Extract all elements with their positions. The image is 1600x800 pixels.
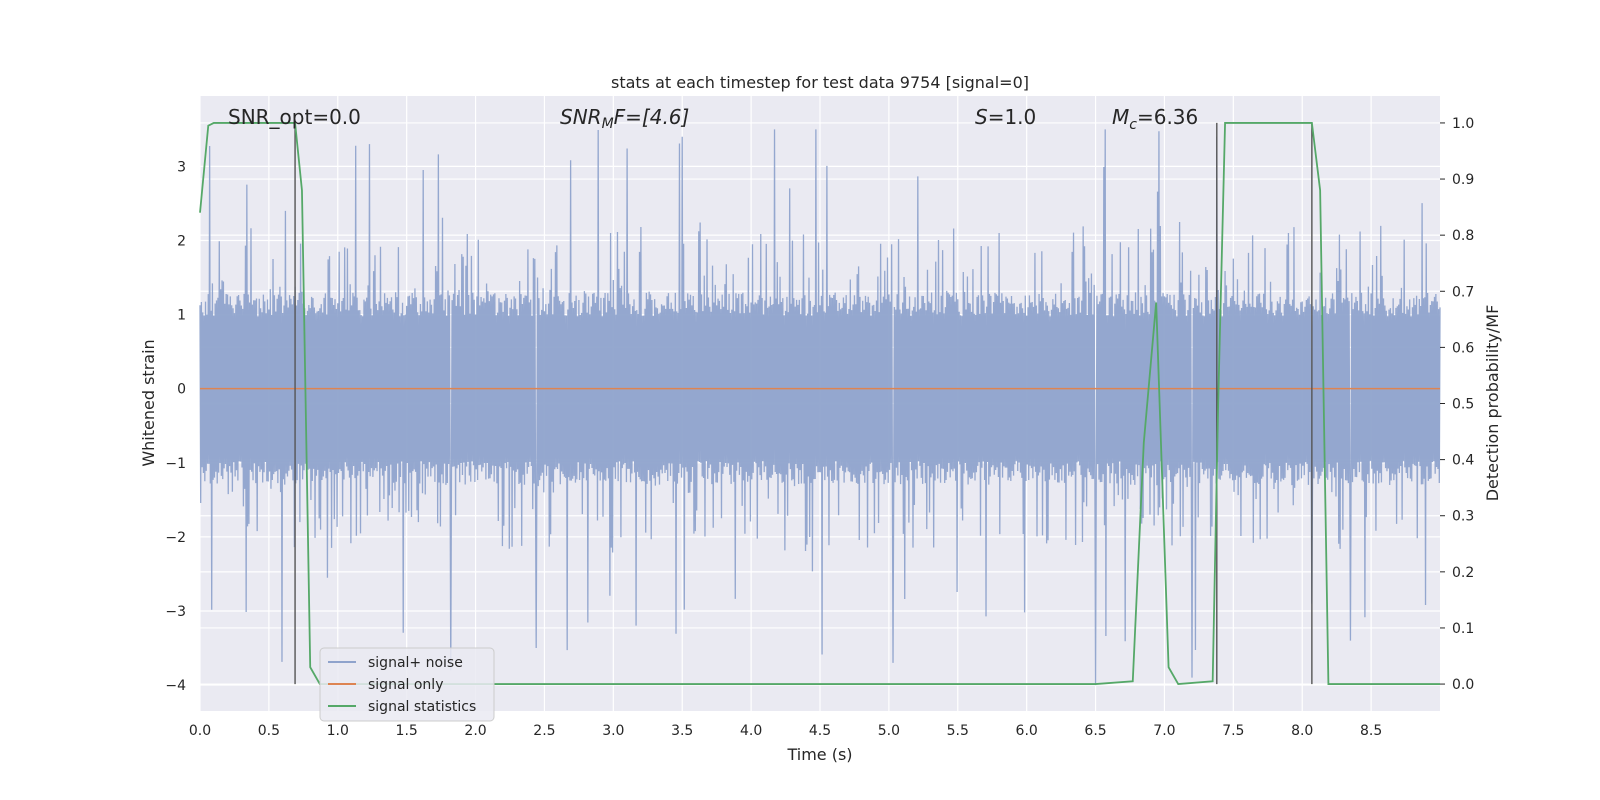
annotation-snr-mf: SNRMF=[4.6] xyxy=(560,105,689,132)
legend-label-signal-noise: signal+ noise xyxy=(368,655,463,671)
y-tick-label: 1 xyxy=(177,308,186,324)
legend-label-signal-only: signal only xyxy=(368,677,443,693)
y2-tick-label: 0.6 xyxy=(1452,340,1474,356)
x-tick-label: 2.0 xyxy=(464,723,486,739)
y2-tick-label: 1.0 xyxy=(1452,116,1474,132)
x-tick-label: 4.5 xyxy=(809,723,831,739)
signal-statistics-line xyxy=(199,122,1440,686)
y2-tick-label: 0.0 xyxy=(1452,677,1474,693)
legend-box xyxy=(319,647,495,722)
x-tick-label: 5.5 xyxy=(947,723,969,739)
x-tick-label: 4.0 xyxy=(740,723,762,739)
x-axis-ticks: 0.0 0.5 1.0 1.5 2.0 2.5 3.0 3.5 4.0 4.5 5.0 5.5 6.0 6… xyxy=(189,723,1382,739)
chart-title: stats at each timestep for test data 975… xyxy=(611,73,1029,92)
x-tick-label: 5.0 xyxy=(878,723,900,739)
annotation-mc: Mc=6.36 xyxy=(1112,105,1198,133)
vertical-markers xyxy=(294,122,1313,685)
x-tick-label: 6.0 xyxy=(1016,723,1038,739)
y2-tick-label: 0.7 xyxy=(1452,284,1474,300)
x-tick-label: 0.0 xyxy=(189,723,211,739)
y2-tick-label: 0.4 xyxy=(1452,453,1474,469)
x-tick-label: 0.5 xyxy=(258,723,280,739)
series-signal-statistics xyxy=(199,122,1440,686)
y2-tick-label: 0.9 xyxy=(1452,172,1474,188)
y-tick-label: 3 xyxy=(177,159,186,175)
y-tick-label: −4 xyxy=(165,678,186,694)
x-tick-label: 1.5 xyxy=(396,723,418,739)
legend: signal+ noise signal only signal statist… xyxy=(319,647,495,722)
y2-tick-label: 0.1 xyxy=(1452,621,1474,637)
x-tick-label: 2.5 xyxy=(533,723,555,739)
y2-tick-label: 0.2 xyxy=(1452,565,1474,581)
y-tick-label: −3 xyxy=(165,604,186,620)
x-tick-label: 7.5 xyxy=(1222,723,1244,739)
x-tick-label: 7.0 xyxy=(1153,723,1175,739)
y-axis-ticks: 3 2 1 0 −1 −2 −3 −4 xyxy=(165,159,186,694)
series-signal-noise xyxy=(199,129,1441,686)
x-axis-label: Time (s) xyxy=(786,745,852,764)
annotation-s: S=1.0 xyxy=(975,105,1036,129)
y2-axis-ticks: 1.0 0.9 0.8 0.7 0.6 0.5 0.4 0.3 0.2 0.1 0.0 xyxy=(1440,116,1474,693)
x-tick-label: 6.5 xyxy=(1084,723,1106,739)
x-tick-label: 8.5 xyxy=(1360,723,1382,739)
legend-label-signal-statistics: signal statistics xyxy=(368,699,476,715)
x-tick-label: 3.0 xyxy=(602,723,624,739)
y2-axis-label: Detection probability/MF xyxy=(1483,305,1502,502)
y-axis-label: Whitened strain xyxy=(139,339,158,466)
y2-tick-label: 0.3 xyxy=(1452,509,1474,525)
y2-tick-label: 0.5 xyxy=(1452,397,1474,413)
annotation-snr-opt: SNR_opt=0.0 xyxy=(228,105,361,129)
x-tick-label: 1.0 xyxy=(327,723,349,739)
y-tick-label: −1 xyxy=(165,456,186,472)
x-tick-label: 3.5 xyxy=(671,723,693,739)
y-tick-label: 0 xyxy=(177,382,186,398)
signal-noise-line xyxy=(199,129,1441,686)
x-tick-label: 8.0 xyxy=(1291,723,1313,739)
y2-tick-label: 0.8 xyxy=(1452,228,1474,244)
y-tick-label: 2 xyxy=(177,233,186,249)
y-tick-label: −2 xyxy=(165,530,186,546)
